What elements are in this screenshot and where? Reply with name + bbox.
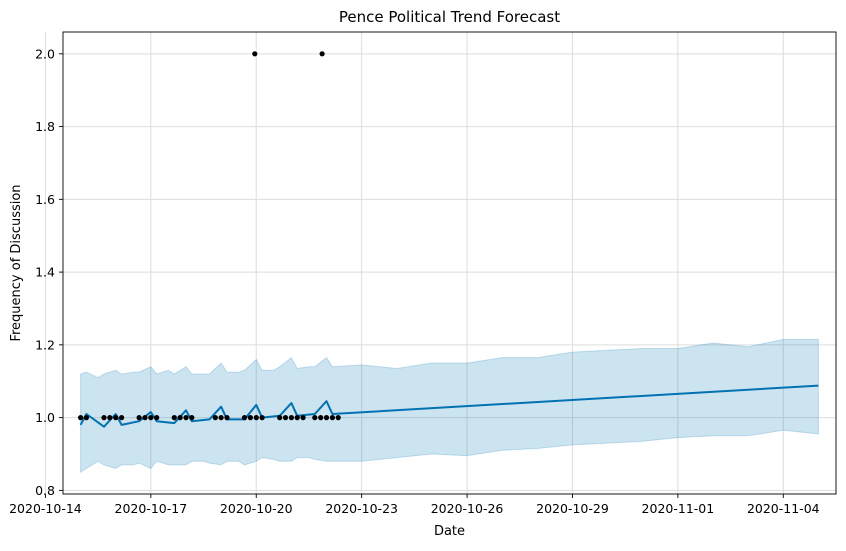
observation-point xyxy=(154,415,160,421)
observation-point xyxy=(247,415,253,421)
x-tick-label: 2020-11-04 xyxy=(747,501,820,516)
observation-point xyxy=(136,415,142,421)
observation-point xyxy=(113,415,119,421)
observation-point xyxy=(142,415,148,421)
observation-point xyxy=(241,415,248,421)
x-tick-label: 2020-10-29 xyxy=(536,501,609,516)
observation-point xyxy=(189,415,195,421)
y-axis-label: Frequency of Discussion xyxy=(9,184,24,341)
observation-point xyxy=(253,415,259,421)
observation-point xyxy=(148,415,154,421)
observation-points-layer xyxy=(78,51,341,421)
y-tick-label: 1.6 xyxy=(35,192,55,207)
observation-point xyxy=(212,415,218,421)
y-tick-label: 1.2 xyxy=(35,337,55,352)
observation-point xyxy=(335,415,341,421)
x-tick-label: 2020-10-17 xyxy=(115,501,188,516)
grid-lines xyxy=(44,32,836,494)
y-tick-label: 2.0 xyxy=(35,46,55,61)
chart-title: Pence Political Trend Forecast xyxy=(339,8,560,26)
observation-point xyxy=(259,415,265,421)
observation-point xyxy=(319,51,325,57)
observation-point xyxy=(277,415,283,421)
x-tick-label: 2020-10-23 xyxy=(325,501,398,516)
observation-point xyxy=(312,415,318,421)
observation-point xyxy=(183,415,189,421)
x-tick-label: 2020-11-01 xyxy=(642,501,715,516)
y-tick-label: 0.8 xyxy=(35,483,55,498)
observation-point xyxy=(107,415,113,421)
observation-point xyxy=(300,415,306,421)
observation-point xyxy=(294,415,300,421)
x-axis-label: Date xyxy=(434,524,465,539)
observation-point xyxy=(177,415,183,421)
x-tick-label: 2020-10-26 xyxy=(431,501,504,516)
y-tick-label: 1.8 xyxy=(35,119,55,134)
observation-point xyxy=(282,415,289,421)
observation-point xyxy=(218,415,224,421)
observation-point xyxy=(329,415,335,421)
observation-point xyxy=(101,415,107,421)
observation-point xyxy=(119,415,125,421)
y-tick-label: 1.0 xyxy=(35,410,55,425)
x-axis-ticks: 2020-10-14 2020-10-17 2020-10-20 2020-10-23… xyxy=(9,494,820,516)
observation-point xyxy=(224,415,230,421)
observation-point xyxy=(288,415,294,421)
uncertainty-band xyxy=(80,338,819,474)
observation-point xyxy=(318,415,324,421)
forecast-line xyxy=(79,384,819,428)
uncertainty-band-layer xyxy=(80,338,819,474)
observation-point xyxy=(83,415,89,421)
x-tick-label: 2020-10-20 xyxy=(220,501,293,516)
observation-point xyxy=(78,415,84,421)
y-tick-label: 1.4 xyxy=(35,265,55,280)
y-axis-ticks: 0.8 1.0 1.2 1.4 1.6 1.8 2.0 xyxy=(35,46,63,498)
observation-point xyxy=(252,51,258,57)
observation-point xyxy=(323,415,330,421)
plot-frame xyxy=(62,31,837,495)
observation-point xyxy=(171,415,177,421)
forecast-line-layer xyxy=(79,384,819,428)
x-tick-label: 2020-10-14 xyxy=(9,501,82,516)
